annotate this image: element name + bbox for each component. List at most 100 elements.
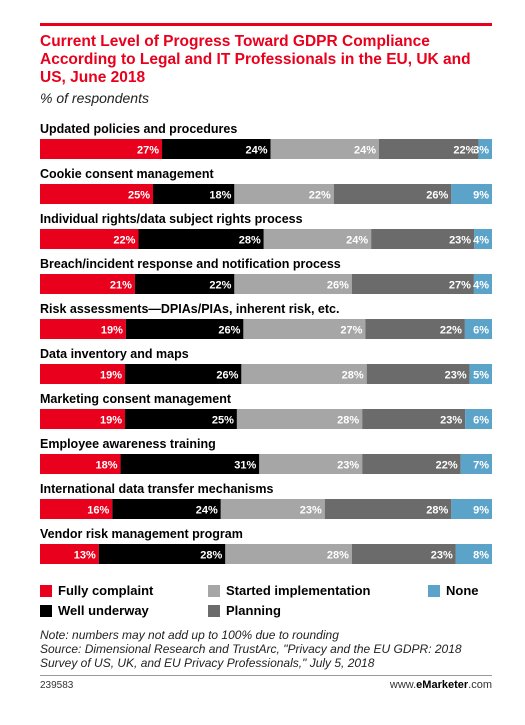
bar-segment <box>464 319 492 339</box>
bar-segment <box>473 274 492 294</box>
brand-name: eMarketer <box>416 679 469 691</box>
bar-value-label: 26% <box>218 325 240 337</box>
bar-segment <box>220 499 325 519</box>
bar-value-label: 28% <box>327 550 349 562</box>
bar-segment <box>40 184 153 204</box>
legend-label: Fully complaint <box>58 583 154 598</box>
bar-segment <box>120 454 260 474</box>
bar-segment <box>469 364 492 384</box>
bar-segment <box>333 184 452 204</box>
bar-segment <box>236 409 363 429</box>
bar-segment <box>234 274 352 294</box>
stacked-bar-chart: Updated policies and procedures 27% 24% 24%… <box>40 122 492 564</box>
bar-value-label: 21% <box>110 280 132 292</box>
legend-label: Planning <box>226 603 281 618</box>
bar-segment <box>40 364 126 384</box>
bar-value-label: 22% <box>440 325 462 337</box>
brand-link[interactable]: www.eMarketer.com <box>390 679 492 691</box>
note-text: Note: numbers may not add up to 100% due… <box>40 628 339 642</box>
bar-value-label: 4% <box>473 280 489 292</box>
bar-segment <box>40 499 113 519</box>
bar-segment <box>465 409 492 429</box>
bar-value-label: 22% <box>209 280 231 292</box>
category-label: Vendor risk management program <box>40 527 243 541</box>
legend-item-none: None <box>428 583 479 598</box>
bar-segment <box>365 319 465 339</box>
chart-id: 239583 <box>40 680 74 691</box>
bar-segment <box>460 454 492 474</box>
bar-value-label: 25% <box>212 415 234 427</box>
legend: Fully complaint Well underway Started im… <box>40 583 492 623</box>
bar-segment <box>112 499 221 519</box>
bar-segment <box>241 364 367 384</box>
legend-swatch-light-gray <box>208 584 220 597</box>
bar-value-label: 24% <box>196 505 218 517</box>
bar-value-label: 18% <box>96 460 118 472</box>
legend-swatch-blue <box>428 584 440 597</box>
bar-segment <box>125 364 242 384</box>
bar-value-label: 19% <box>101 325 123 337</box>
bar-segment <box>40 139 163 159</box>
bar-value-label: 6% <box>473 325 489 337</box>
legend-item-started-implementation: Started implementation <box>208 583 370 598</box>
bar-value-label: 7% <box>473 460 489 472</box>
bar-segment <box>134 274 235 294</box>
category-label: Breach/incident response and notificatio… <box>40 257 341 271</box>
bar-segment <box>362 454 461 474</box>
bar-segment <box>225 544 352 564</box>
bar-segment <box>474 229 492 249</box>
category-label: Risk assessments—DPIAs/PIAs, inherent ri… <box>40 302 339 316</box>
bar-value-label: 27% <box>449 280 471 292</box>
bar-value-label: 9% <box>473 505 489 517</box>
legend-swatch-red <box>40 584 52 597</box>
bar-segment <box>125 319 244 339</box>
category-label: Individual rights/data subject rights pr… <box>40 212 303 226</box>
bar-value-label: 23% <box>431 550 453 562</box>
bar-segment <box>263 229 372 249</box>
chart-notes: Note: numbers may not add up to 100% due… <box>40 628 492 670</box>
legend-item-planning: Planning <box>208 603 281 618</box>
bar-segment <box>40 229 139 249</box>
bar-value-label: 24% <box>245 145 267 157</box>
legend-item-well-underway: Well underway <box>40 603 149 618</box>
bar-segment <box>234 184 334 204</box>
bar-segment <box>125 409 237 429</box>
bar-value-label: 3% <box>473 145 489 157</box>
bar-value-label: 28% <box>337 415 359 427</box>
bar-value-label: 19% <box>100 415 122 427</box>
bar-value-label: 26% <box>327 280 349 292</box>
bar-segment <box>40 409 126 429</box>
bar-value-label: 27% <box>137 145 159 157</box>
bar-segment <box>162 139 271 159</box>
bar-value-label: 22% <box>436 460 458 472</box>
category-label: International data transfer mechanisms <box>40 482 273 496</box>
bar-segment <box>40 319 126 339</box>
legend-label: None <box>446 583 479 598</box>
category-label: Cookie consent management <box>40 167 214 181</box>
bar-value-label: 28% <box>426 505 448 517</box>
bar-value-label: 19% <box>100 370 122 382</box>
footer-rule <box>40 675 492 676</box>
bar-value-label: 23% <box>445 370 467 382</box>
bar-segment <box>270 139 379 159</box>
bar-segment <box>243 319 366 339</box>
bar-value-label: 23% <box>337 460 359 472</box>
bar-segment <box>324 499 452 519</box>
brand-prefix: www. <box>389 679 417 691</box>
bar-segment <box>259 454 363 474</box>
legend-item-fully-complaint: Fully complaint <box>40 583 153 598</box>
source-text: Source: Dimensional Research and TrustAr… <box>40 642 462 670</box>
bar-segment <box>362 409 466 429</box>
bar-value-label: 26% <box>216 370 238 382</box>
bar-value-label: 28% <box>239 235 261 247</box>
bar-segment <box>351 274 474 294</box>
bar-value-label: 27% <box>340 325 362 337</box>
legend-label: Started implementation <box>226 583 371 598</box>
bar-value-label: 28% <box>342 370 364 382</box>
bar-value-label: 6% <box>473 415 489 427</box>
bar-value-label: 16% <box>87 505 109 517</box>
bar-value-label: 9% <box>473 190 489 202</box>
bar-value-label: 24% <box>346 235 368 247</box>
bar-value-label: 5% <box>473 370 489 382</box>
category-label: Marketing consent management <box>40 392 232 406</box>
